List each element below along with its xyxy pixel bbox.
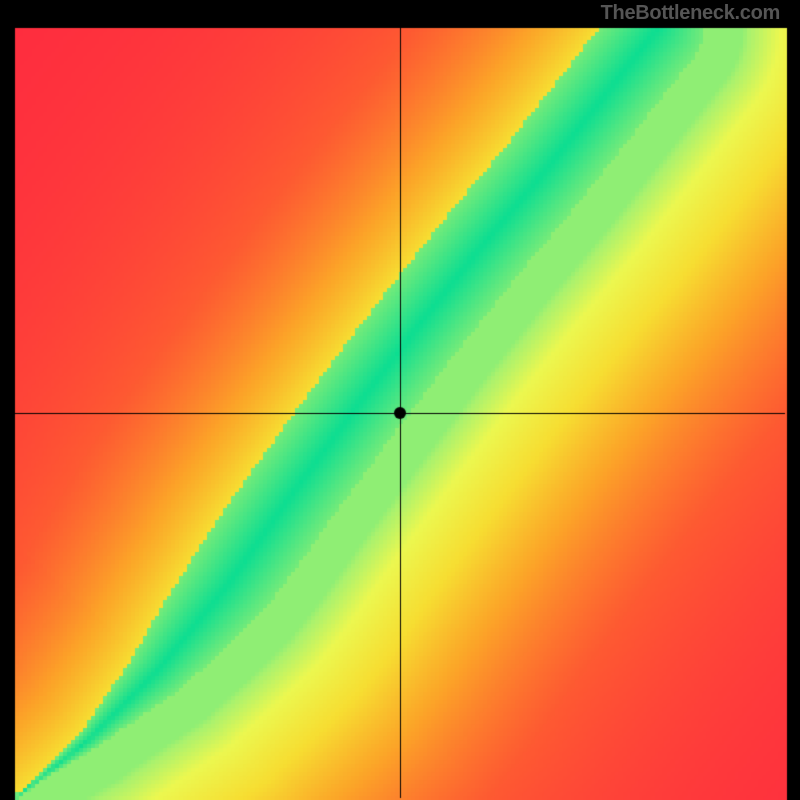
chart-container: TheBottleneck.com [0,0,800,800]
bottleneck-heatmap-canvas [0,0,800,800]
watermark-text: TheBottleneck.com [601,2,780,25]
